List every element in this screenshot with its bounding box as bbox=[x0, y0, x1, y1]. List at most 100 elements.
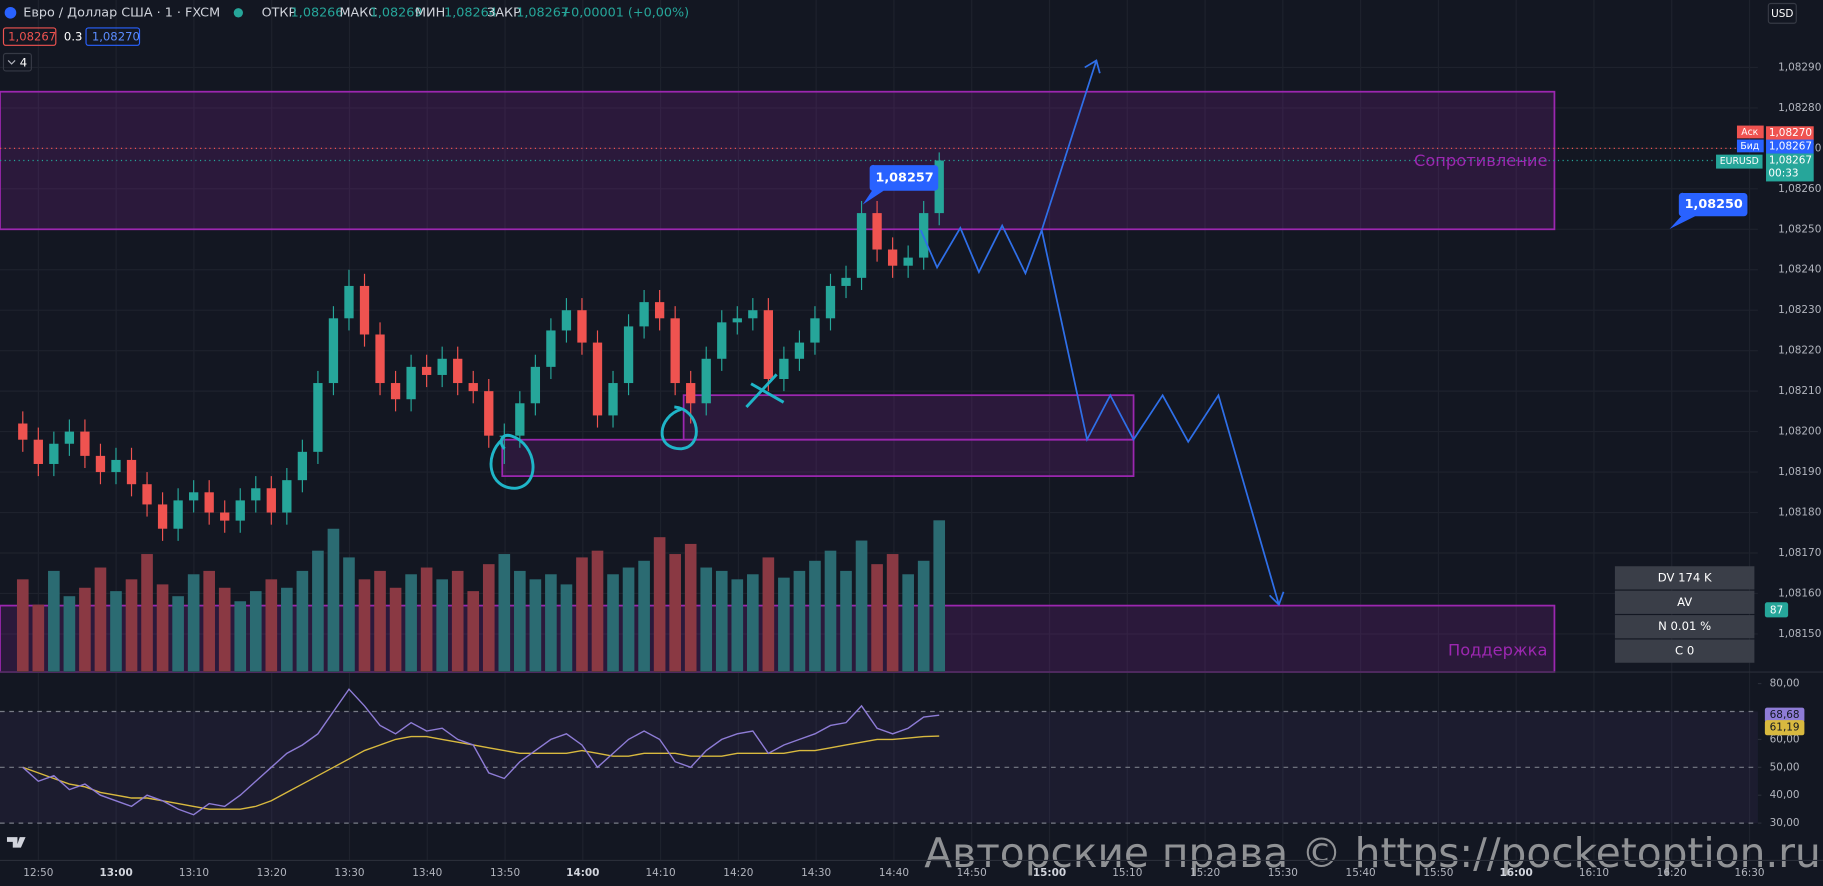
countdown: 00:33 bbox=[1768, 167, 1798, 179]
volume-bar bbox=[374, 570, 386, 673]
info-box: DV 174 K AV N 0.01 % C 0 87 bbox=[1614, 566, 1789, 663]
volume-bar bbox=[529, 579, 542, 673]
y-tick-label: 1,08150 bbox=[1778, 628, 1821, 640]
candle-body bbox=[359, 285, 370, 335]
volume-bar bbox=[607, 574, 619, 673]
candle-body bbox=[49, 443, 59, 464]
candle-body bbox=[484, 391, 494, 436]
volume-bar bbox=[933, 520, 946, 673]
callout bbox=[1669, 192, 1748, 230]
candle-body bbox=[251, 488, 261, 501]
volume-bar bbox=[141, 554, 153, 673]
ohlc-value: 1,08266 bbox=[291, 5, 344, 20]
candle-body bbox=[810, 318, 820, 343]
candle-body bbox=[639, 302, 649, 327]
watermark: Авторские права © https://pocketoption.r… bbox=[924, 829, 1821, 877]
rsi-band bbox=[0, 711, 1758, 824]
sell-price[interactable]: 1,08267 bbox=[8, 30, 56, 44]
volume-bar bbox=[653, 537, 666, 673]
volume-bar bbox=[824, 550, 837, 673]
volume-bar bbox=[731, 579, 744, 673]
volume-bar bbox=[296, 570, 309, 673]
projection-down bbox=[1040, 230, 1280, 605]
volume-bar bbox=[343, 557, 355, 673]
bid-label: Бид bbox=[1740, 141, 1759, 152]
volume-bar bbox=[762, 557, 775, 673]
volume-bar bbox=[591, 550, 604, 673]
ohlc-label: МИН bbox=[415, 5, 445, 20]
spread: 0.3 bbox=[64, 30, 82, 44]
zone bbox=[0, 604, 1556, 673]
volume-bar bbox=[498, 554, 511, 673]
currency-button[interactable] bbox=[1767, 2, 1797, 24]
info-row bbox=[1614, 615, 1755, 639]
x-tick-label: 13:40 bbox=[412, 867, 442, 879]
buy-button[interactable] bbox=[85, 27, 141, 46]
candle-body bbox=[670, 318, 680, 384]
volume-bar bbox=[700, 567, 713, 673]
volume-bar bbox=[886, 554, 899, 673]
chevron bbox=[7, 60, 16, 65]
volume-bar bbox=[358, 579, 371, 673]
volume-bar bbox=[545, 574, 557, 673]
x-tick-label: 13:30 bbox=[334, 867, 364, 879]
info-row bbox=[1614, 639, 1755, 663]
zone bbox=[501, 438, 1135, 477]
x-tick-label: 14:20 bbox=[723, 867, 753, 879]
callout-text: 1,08250 bbox=[1685, 197, 1743, 212]
badge bbox=[1764, 602, 1789, 618]
volume-bar bbox=[467, 591, 480, 673]
ohlc-change: +0,00001 (+0,00%) bbox=[560, 5, 689, 20]
candle-body bbox=[515, 403, 525, 436]
rsi-line bbox=[22, 688, 940, 816]
zone bbox=[682, 394, 1135, 441]
zone-label: Сопротивление bbox=[1414, 151, 1547, 170]
volume-bar bbox=[871, 564, 883, 673]
info-row bbox=[1614, 566, 1755, 590]
candle-body bbox=[80, 431, 90, 456]
volume-bar bbox=[48, 570, 60, 673]
price-badge bbox=[1766, 153, 1814, 182]
candle-body bbox=[825, 285, 836, 319]
candle-body bbox=[903, 257, 913, 266]
y-tick-label: 1,08280 bbox=[1778, 102, 1821, 114]
candle-body bbox=[220, 512, 230, 521]
ask-label: Аск bbox=[1741, 127, 1758, 138]
ohlc-label: ОТКР bbox=[262, 5, 297, 20]
buy-price[interactable]: 1,08270 bbox=[92, 30, 140, 44]
candle-body bbox=[872, 213, 882, 250]
candle-body bbox=[654, 302, 665, 319]
cross-mark bbox=[745, 373, 785, 408]
volume-bar bbox=[793, 570, 806, 673]
circle-mark bbox=[489, 433, 535, 490]
indicators-count[interactable]: 4 bbox=[20, 55, 27, 69]
volume-bar bbox=[855, 540, 868, 673]
x-tick-label: 15:40 bbox=[1346, 867, 1376, 879]
y-tick-label: 1,08170 bbox=[1778, 547, 1821, 559]
volume-bar bbox=[203, 570, 215, 673]
arrow-head bbox=[1084, 59, 1101, 74]
candle-body bbox=[95, 455, 106, 473]
indicators-toggle[interactable] bbox=[2, 52, 32, 72]
candle-body bbox=[297, 451, 308, 481]
candle-body bbox=[686, 383, 696, 404]
info-text: AV bbox=[1677, 595, 1692, 609]
arrow-head bbox=[1268, 591, 1285, 607]
volume-bar bbox=[234, 601, 247, 673]
volume-bar bbox=[94, 567, 107, 673]
currency[interactable]: USD bbox=[1771, 8, 1793, 20]
volume-bar bbox=[218, 587, 231, 673]
rsi-badge bbox=[1764, 720, 1805, 736]
volume-bar bbox=[125, 579, 138, 673]
volume-bar bbox=[312, 550, 324, 673]
rsi-tick-label: 60,00 bbox=[1770, 733, 1800, 745]
candle-body bbox=[887, 249, 898, 266]
volume-bar bbox=[79, 587, 91, 673]
sell-button[interactable] bbox=[2, 27, 57, 46]
candle-body bbox=[608, 383, 618, 416]
info-text: DV 174 K bbox=[1658, 570, 1712, 584]
volume-bar bbox=[16, 579, 29, 673]
rsi-tick-label: 30,00 bbox=[1770, 817, 1800, 829]
candle-body bbox=[204, 492, 214, 513]
candle-body bbox=[561, 310, 572, 331]
